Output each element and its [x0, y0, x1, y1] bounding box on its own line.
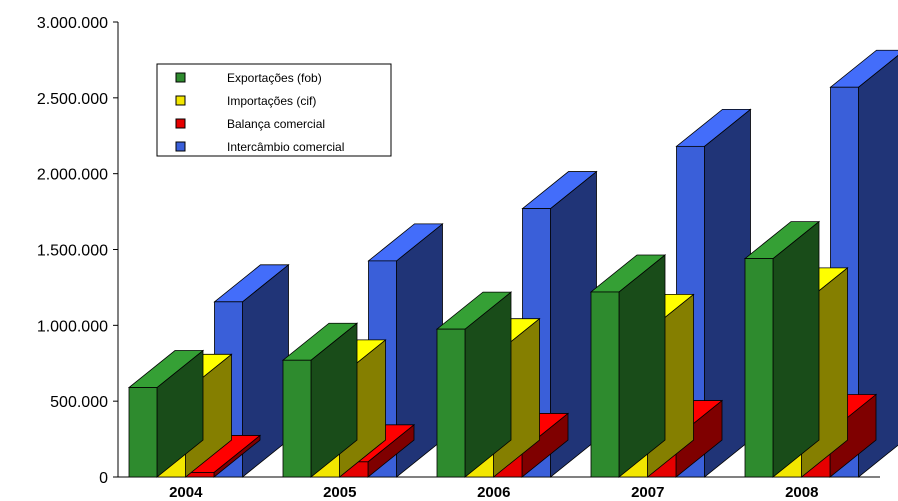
bar [127, 349, 205, 478]
bar-group-2005 [281, 223, 444, 478]
legend-label: Balança comercial [227, 117, 325, 131]
legend-swatch [175, 95, 186, 106]
bar-front [590, 291, 620, 478]
legend-swatch [175, 141, 186, 152]
y-tick-label: 3.000.000 [37, 15, 108, 32]
legend-label: Intercâmbio comercial [227, 140, 344, 154]
x-tick-label: 2005 [323, 484, 356, 501]
bar-group-2007 [589, 108, 752, 478]
y-tick-label: 2.500.000 [37, 91, 108, 108]
legend-swatch [175, 72, 186, 83]
legend-item: Importações (cif) [175, 94, 316, 108]
bar-group-2006 [435, 170, 598, 478]
y-tick-label: 0 [99, 470, 108, 487]
legend-label: Importações (cif) [227, 94, 316, 108]
bar [435, 291, 513, 478]
x-tick-label: 2008 [785, 484, 818, 501]
x-tick-label: 2006 [477, 484, 510, 501]
legend-box [156, 63, 392, 157]
bar [743, 220, 821, 478]
legend: Exportações (fob) Importações (cif) Balanç… [156, 63, 392, 157]
bar-side [618, 254, 666, 478]
x-tick-labels: 2004 2005 2006 2007 2008 [169, 484, 818, 501]
bar-group-2008 [743, 49, 898, 478]
x-tick-label: 2004 [169, 484, 203, 501]
bar-side [772, 220, 820, 478]
legend-label: Exportações (fob) [227, 71, 322, 85]
bar-front [744, 258, 774, 478]
bar-front [282, 359, 312, 478]
bar [589, 254, 667, 478]
bar-front [436, 328, 466, 478]
bar-group-2004 [127, 263, 290, 478]
legend-item: Balança comercial [175, 117, 325, 131]
bar [281, 322, 359, 478]
legend-item: Intercâmbio comercial [175, 140, 344, 154]
y-tick-label: 1.000.000 [37, 318, 108, 335]
legend-item: Exportações (fob) [175, 71, 322, 85]
bars [127, 49, 898, 478]
y-tick-label: 2.000.000 [37, 167, 108, 184]
y-tick-label: 500.000 [50, 394, 108, 411]
legend-swatch [175, 118, 186, 129]
bar-front [128, 387, 158, 478]
x-tick-label: 2007 [631, 484, 664, 501]
y-ticks: 0 500.000 1.000.000 1.500.000 2.000.000 2.500… [37, 15, 118, 487]
y-tick-label: 1.500.000 [37, 243, 108, 260]
